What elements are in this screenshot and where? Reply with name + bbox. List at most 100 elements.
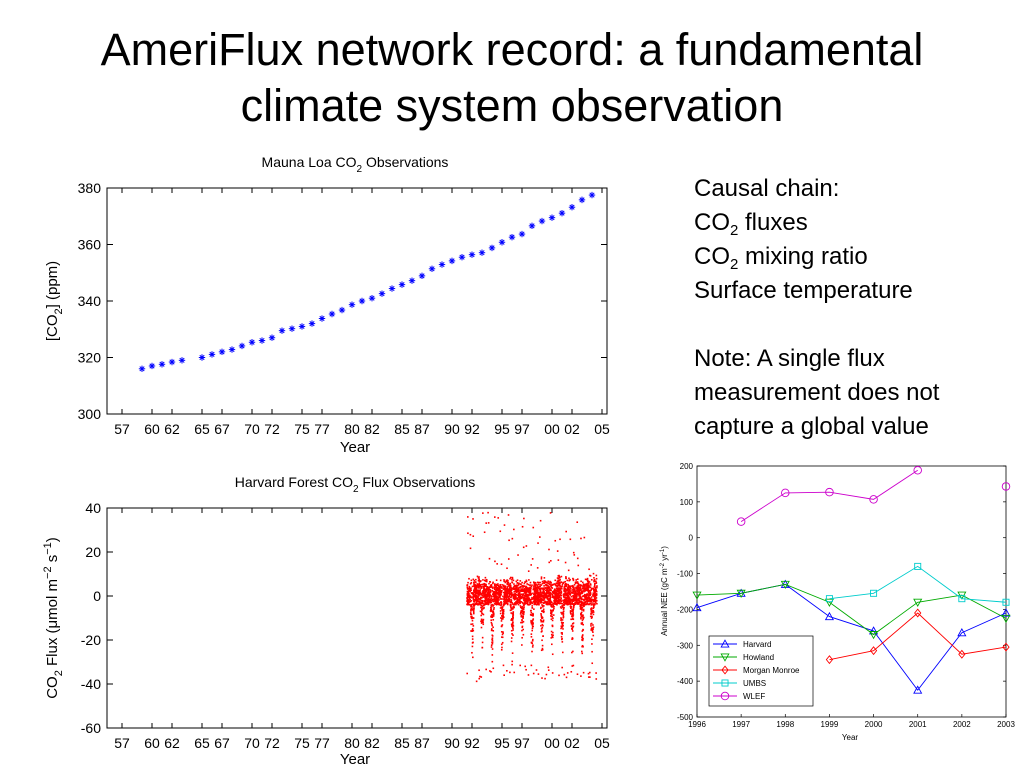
flux-point xyxy=(537,594,540,596)
flux-point xyxy=(482,579,484,581)
flux-point xyxy=(536,586,538,589)
flux-point xyxy=(581,622,584,624)
flux-point xyxy=(594,601,597,604)
flux-point xyxy=(491,599,493,602)
flux-point xyxy=(512,586,515,588)
flux-point xyxy=(559,578,561,581)
flux-point xyxy=(540,620,543,623)
flux-point xyxy=(546,597,549,600)
flux-point xyxy=(542,587,544,589)
flux-point xyxy=(502,613,505,615)
flux-point xyxy=(564,599,566,601)
flux-point xyxy=(498,599,500,601)
co2-point xyxy=(368,294,376,302)
flux-point xyxy=(541,648,544,651)
flux-point xyxy=(529,603,532,605)
flux-point xyxy=(575,598,578,601)
x-tick-label: 92 xyxy=(464,735,480,751)
flux-point xyxy=(559,594,562,596)
flux-point xyxy=(539,585,541,588)
causal-item-mixing-ratio: CO2 mixing ratio xyxy=(694,243,868,273)
flux-point xyxy=(480,620,482,623)
co2-point xyxy=(518,230,526,238)
flux-point xyxy=(503,596,506,599)
flux-outlier xyxy=(503,524,506,526)
flux-point xyxy=(479,610,482,613)
flux-point xyxy=(471,635,474,638)
flux-point xyxy=(481,602,483,605)
flux-point xyxy=(592,592,595,594)
flux-point xyxy=(575,579,577,581)
flux-outlier xyxy=(485,522,488,524)
flux-point xyxy=(576,585,579,587)
flux-point xyxy=(498,593,500,595)
flux-outlier xyxy=(551,672,554,674)
x-tick-label: 2002 xyxy=(953,720,971,729)
flux-point xyxy=(478,590,480,592)
flux-point xyxy=(582,595,584,597)
flux-point xyxy=(586,577,589,580)
flux-point xyxy=(525,593,527,596)
flux-point xyxy=(543,593,545,595)
flux-point xyxy=(523,588,526,590)
flux-point xyxy=(496,598,498,600)
flux-point xyxy=(511,660,514,663)
flux-point xyxy=(527,598,529,601)
flux-point xyxy=(574,589,576,592)
flux-point xyxy=(517,595,520,597)
flux-point xyxy=(589,584,592,586)
flux-point xyxy=(514,585,516,588)
flux-point xyxy=(552,591,555,594)
flux-point xyxy=(562,608,565,611)
flux-point xyxy=(576,578,579,580)
flux-point xyxy=(542,594,544,597)
flux-point xyxy=(537,597,540,600)
flux-point xyxy=(521,621,524,624)
flux-point xyxy=(595,574,598,577)
flux-point xyxy=(547,594,550,597)
flux-point xyxy=(549,581,552,583)
flux-point xyxy=(517,583,520,586)
flux-point xyxy=(484,602,487,604)
co2-point xyxy=(558,209,566,217)
flux-point xyxy=(571,618,574,620)
flux-point xyxy=(589,586,592,589)
x-tick-label: 67 xyxy=(214,735,230,751)
flux-point xyxy=(586,598,589,601)
flux-point xyxy=(531,639,534,642)
flux-point xyxy=(532,588,535,591)
flux-point xyxy=(502,611,504,613)
flux-point xyxy=(501,624,504,626)
flux-point xyxy=(470,616,472,618)
flux-point xyxy=(508,594,511,597)
flux-point xyxy=(592,593,595,595)
asterisk-stroke xyxy=(449,258,455,264)
flux-point xyxy=(593,592,596,595)
flux-point xyxy=(523,599,525,602)
co2-point xyxy=(258,337,266,344)
flux-point xyxy=(557,584,559,586)
flux-point xyxy=(595,597,598,599)
flux-point xyxy=(485,580,488,583)
flux-point xyxy=(579,584,582,586)
flux-point xyxy=(592,610,594,612)
flux-point xyxy=(581,590,583,593)
flux-point xyxy=(593,578,596,581)
flux-point xyxy=(592,587,594,590)
y-tick-label: 0 xyxy=(689,534,694,543)
flux-point xyxy=(519,595,522,597)
flux-point xyxy=(580,598,583,601)
flux-point xyxy=(568,592,571,595)
flux-point xyxy=(522,616,524,618)
flux-point xyxy=(569,578,571,581)
flux-point xyxy=(542,606,544,608)
flux-point xyxy=(477,603,479,606)
flux-point xyxy=(500,648,503,651)
flux-point xyxy=(547,590,550,592)
mauna-loa-title: Mauna Loa CO2 Observations xyxy=(262,154,449,175)
flux-point xyxy=(576,601,579,603)
flux-point xyxy=(473,583,476,586)
flux-point xyxy=(539,597,542,599)
flux-point xyxy=(515,580,518,583)
flux-point xyxy=(499,612,502,615)
